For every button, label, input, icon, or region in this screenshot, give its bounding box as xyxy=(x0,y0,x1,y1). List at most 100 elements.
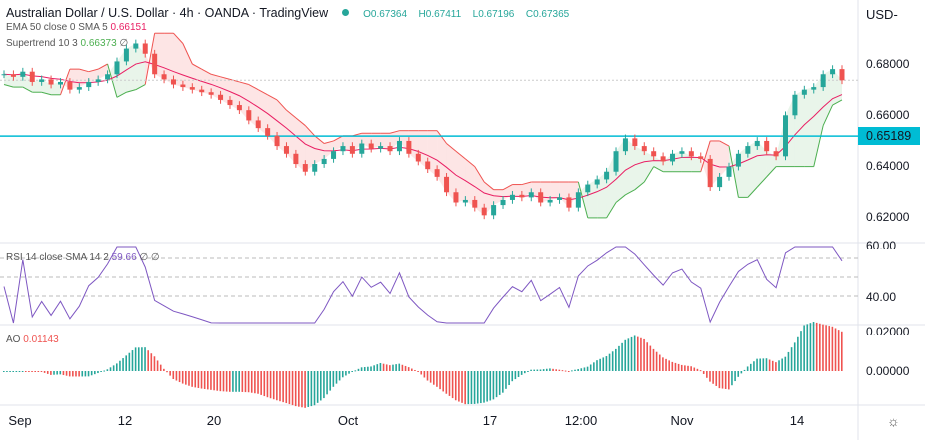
ao-bar xyxy=(734,371,736,382)
ao-bar xyxy=(492,371,495,400)
supertrend-line xyxy=(295,117,306,126)
candle xyxy=(462,199,468,203)
supertrend-line xyxy=(606,202,617,219)
symbol-title: Australian Dollar / U.S. Dollar · 4h · O… xyxy=(6,6,569,20)
candle xyxy=(152,53,158,75)
supertrend-line xyxy=(257,89,268,96)
ao-bar xyxy=(50,371,52,375)
ao-bar xyxy=(671,361,674,371)
ao-bar xyxy=(404,365,407,371)
rsi-label: RSI 14 close SMA 14 2 xyxy=(6,252,109,263)
settings-gear-icon[interactable]: ☼ xyxy=(887,413,900,429)
ao-bar xyxy=(753,361,755,371)
candle xyxy=(566,197,572,208)
supertrend-line xyxy=(116,91,127,98)
candle xyxy=(48,79,54,85)
ao-bar xyxy=(709,371,711,382)
ao-bar xyxy=(103,370,106,372)
ao-bar xyxy=(762,358,765,371)
candle xyxy=(39,79,45,82)
candle xyxy=(265,128,271,136)
ao-bar xyxy=(90,371,93,376)
horizontal-line-price-label[interactable]: 0.65189 xyxy=(858,127,920,145)
ao-bar xyxy=(131,350,134,371)
ao-bar xyxy=(787,351,790,371)
ao-bar xyxy=(426,371,429,381)
market-status-dot xyxy=(342,9,350,16)
ao-bar xyxy=(65,371,68,376)
supertrend-legend[interactable]: Supertrend 10 3 0.66373 ∅ xyxy=(6,38,128,49)
candle xyxy=(218,94,224,100)
ao-bar xyxy=(809,323,812,371)
supertrend-line xyxy=(276,99,287,111)
candle xyxy=(29,71,35,82)
supertrend-line xyxy=(182,43,193,65)
candle xyxy=(246,110,252,121)
ao-bar xyxy=(442,371,445,392)
ao-bar xyxy=(583,367,586,371)
candle xyxy=(557,197,563,200)
supertrend-fill xyxy=(757,140,767,188)
ao-bar xyxy=(718,371,721,389)
ao-bar xyxy=(97,371,99,374)
price-label: 0.68000 xyxy=(866,57,910,71)
ao-bar xyxy=(627,338,630,371)
ao-legend[interactable]: AO 0.01143 xyxy=(6,334,59,345)
supertrend-line xyxy=(436,130,447,144)
candle xyxy=(387,146,393,152)
candle xyxy=(604,171,610,180)
candle xyxy=(10,74,16,77)
candle xyxy=(491,205,497,216)
ema-legend[interactable]: EMA 50 close 0 SMA 5 0.66151 xyxy=(6,22,147,33)
ao-bar xyxy=(574,369,576,371)
ao-bar xyxy=(458,371,460,402)
ao-bar xyxy=(819,323,821,371)
ao-bar xyxy=(228,371,231,392)
ao-bar xyxy=(141,347,143,371)
ao-bar xyxy=(100,371,102,372)
candle xyxy=(820,74,826,88)
rsi-legend[interactable]: RSI 14 close SMA 14 2 59.66 ∅ ∅ xyxy=(6,252,160,263)
candle xyxy=(1,74,7,76)
currency-label: USD xyxy=(866,7,894,22)
supertrend-line xyxy=(577,181,589,219)
supertrend-line xyxy=(79,68,89,73)
supertrend-line xyxy=(229,78,240,83)
ao-bar xyxy=(662,357,664,371)
ao-bar xyxy=(749,363,752,371)
ao-bar xyxy=(687,365,689,371)
ao-bar xyxy=(382,363,385,371)
supertrend-fill xyxy=(747,140,758,198)
ao-axis-label: 0.02000 xyxy=(866,325,910,335)
ao-bar xyxy=(439,371,441,390)
candle xyxy=(538,192,544,203)
ao-bar xyxy=(360,367,363,371)
ao-bar xyxy=(84,371,87,377)
ao-bar xyxy=(147,350,149,371)
ao-label: AO xyxy=(6,334,21,345)
candle xyxy=(189,87,195,90)
supertrend-line xyxy=(728,145,739,198)
ao-bar xyxy=(539,369,542,371)
ao-bar xyxy=(225,371,228,392)
ao-bar xyxy=(445,371,448,394)
ao-bar xyxy=(580,368,583,371)
ao-bar xyxy=(46,371,49,374)
supertrend-line xyxy=(60,68,71,95)
supertrend-fill xyxy=(88,69,99,82)
ema-value: 0.66151 xyxy=(110,22,147,33)
ao-bar xyxy=(53,371,55,375)
price-label: 0.66000 xyxy=(866,108,910,122)
currency-selector[interactable]: USD- xyxy=(866,7,898,22)
ao-bar xyxy=(483,371,485,403)
ao-bar xyxy=(235,371,237,392)
ao-bar xyxy=(561,370,564,372)
candle xyxy=(321,158,327,165)
candle xyxy=(396,140,402,152)
candle xyxy=(726,166,732,177)
price-label: 0.62000 xyxy=(866,210,910,224)
ao-bar xyxy=(40,371,43,372)
ao-bar xyxy=(652,348,655,371)
supertrend-fill xyxy=(192,64,202,93)
